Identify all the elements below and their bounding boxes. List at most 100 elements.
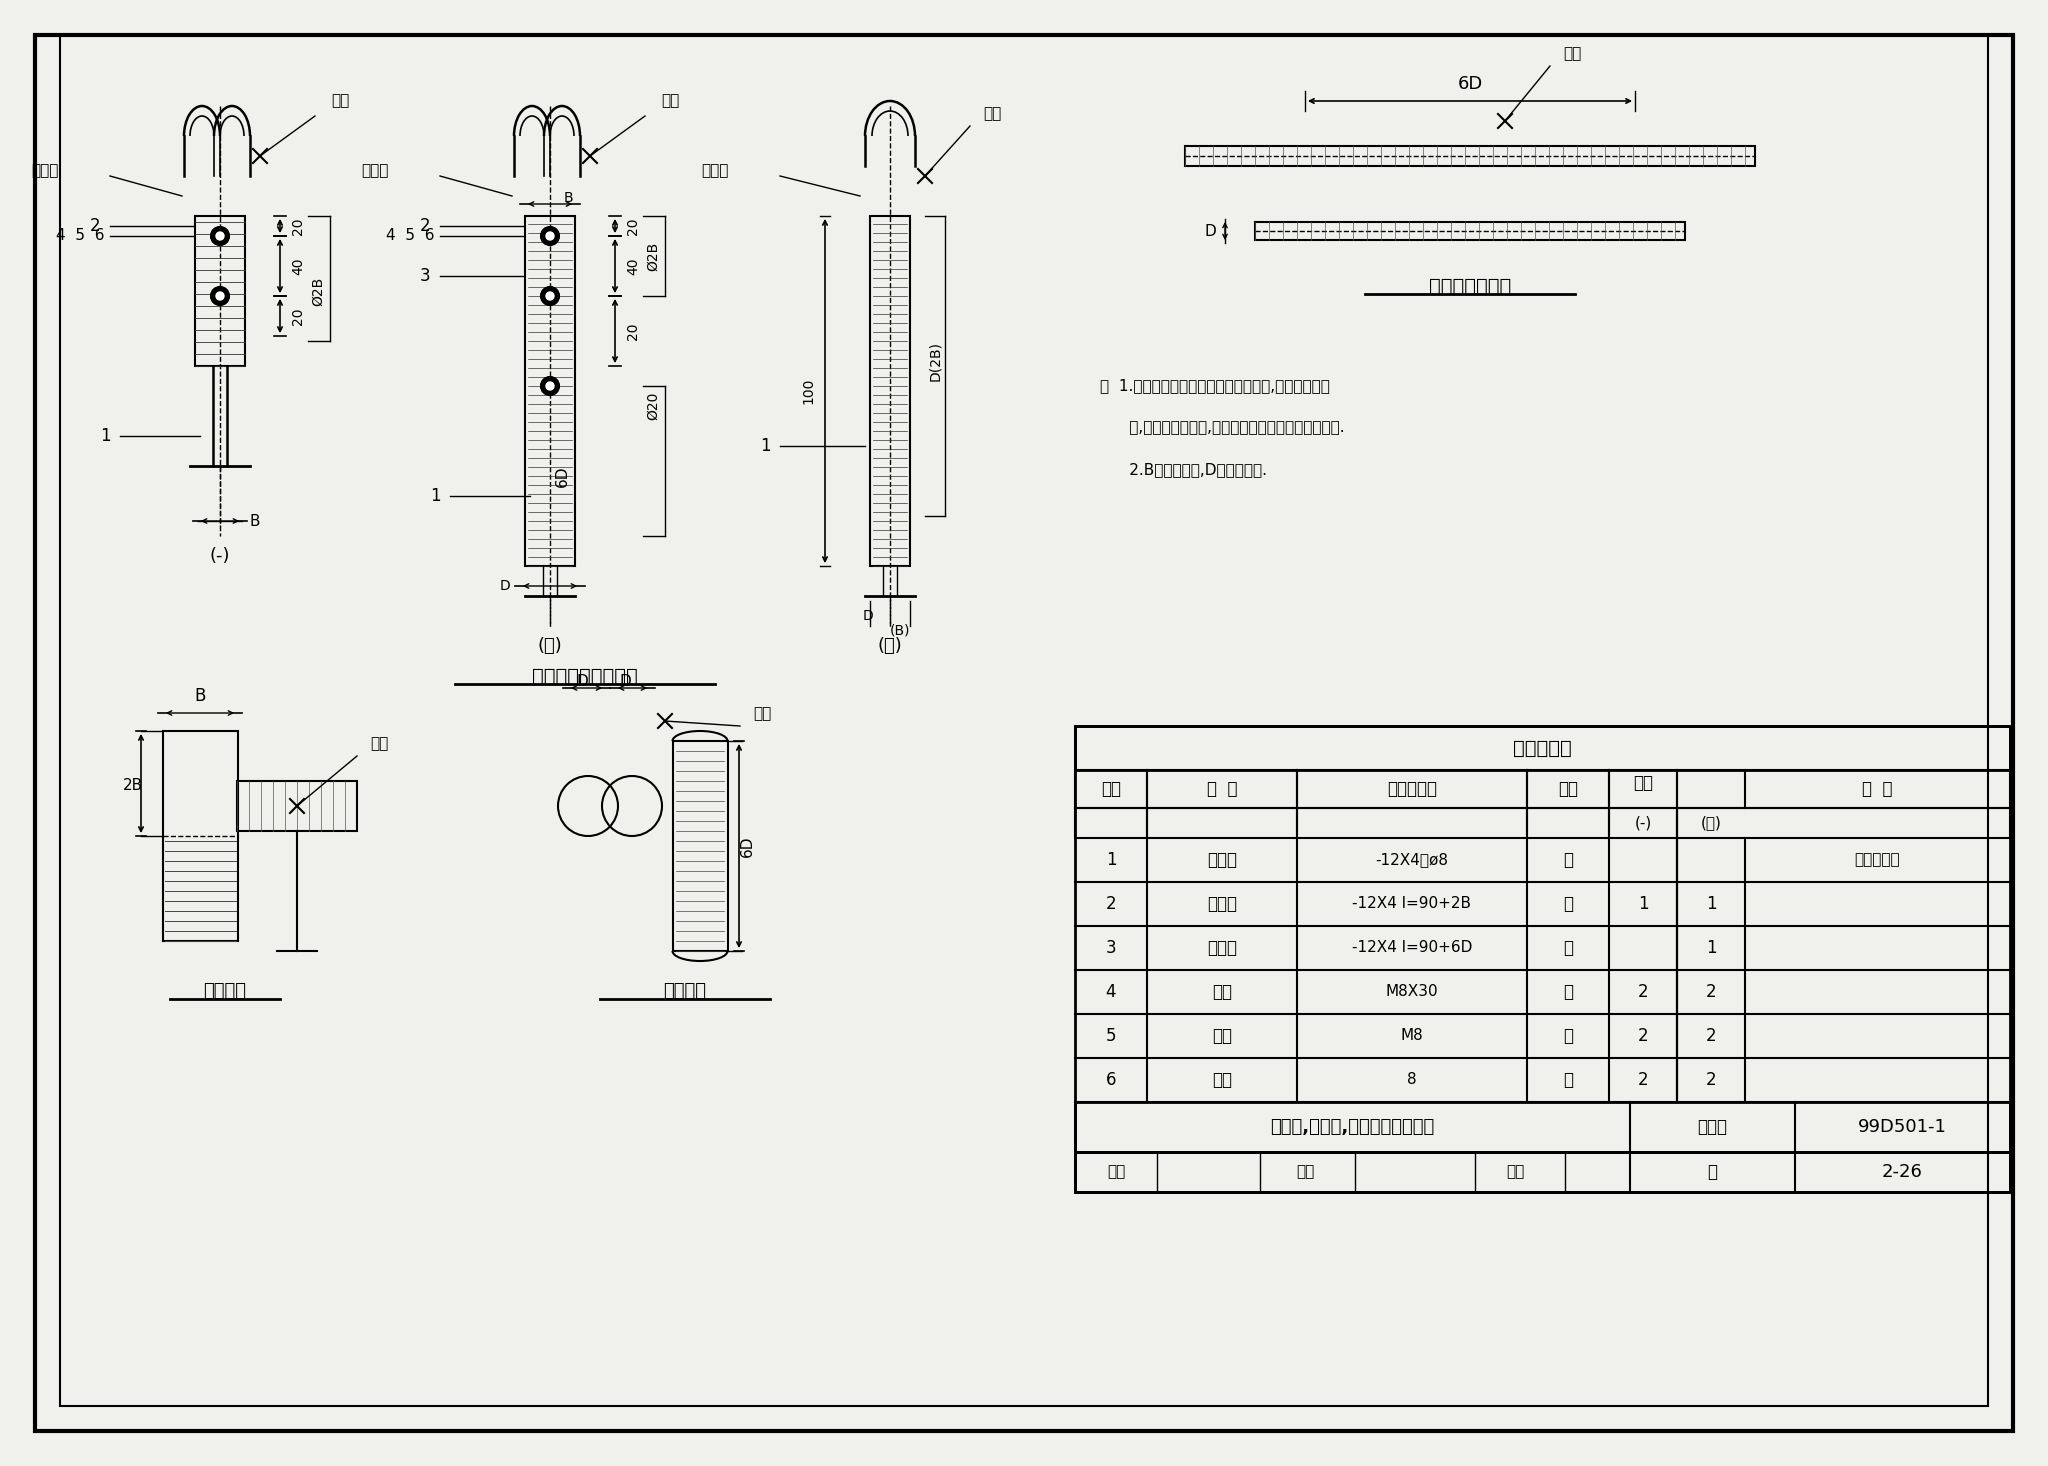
Text: 型号及规格: 型号及规格: [1386, 780, 1438, 798]
Text: 由工程选定: 由工程选定: [1855, 853, 1901, 868]
Text: 20: 20: [291, 217, 305, 235]
Text: Ø20: Ø20: [645, 391, 659, 421]
Text: 1: 1: [430, 487, 440, 504]
Text: 避雷针: 避雷针: [360, 164, 389, 179]
Text: 4  5  6: 4 5 6: [385, 229, 434, 243]
Text: 100: 100: [801, 378, 815, 405]
Text: 6: 6: [1106, 1072, 1116, 1089]
Text: 个: 个: [1563, 1028, 1573, 1045]
Text: 圆钢搭接: 圆钢搭接: [664, 982, 707, 1000]
Text: 1: 1: [1706, 896, 1716, 913]
Text: 20: 20: [627, 217, 639, 235]
Text: 设备材料表: 设备材料表: [1513, 739, 1573, 758]
Text: 焊接: 焊接: [754, 707, 772, 721]
Circle shape: [215, 232, 223, 240]
Text: 2: 2: [90, 217, 100, 235]
Text: M8: M8: [1401, 1029, 1423, 1044]
Text: 3: 3: [420, 267, 430, 284]
Text: 3: 3: [1106, 940, 1116, 957]
Text: 2.B为扁钢宽度,D为圆钢直径.: 2.B为扁钢宽度,D为圆钢直径.: [1100, 462, 1268, 478]
Text: 6D: 6D: [739, 836, 754, 856]
Text: 焊接: 焊接: [332, 94, 348, 108]
Text: -12X4 l=90+6D: -12X4 l=90+6D: [1352, 941, 1473, 956]
Circle shape: [547, 232, 555, 240]
Text: Ø2B: Ø2B: [311, 277, 326, 305]
Text: 5: 5: [1106, 1028, 1116, 1045]
Text: 2-26: 2-26: [1882, 1163, 1923, 1182]
Text: 图集号: 图集号: [1698, 1119, 1729, 1136]
Bar: [674, 740, 727, 951]
Text: 20: 20: [291, 308, 305, 325]
Text: Ø2B: Ø2B: [645, 242, 659, 271]
Text: 避雷针: 避雷针: [700, 164, 729, 179]
Text: 避雷针,避雷带,引下线连接安装图: 避雷针,避雷带,引下线连接安装图: [1270, 1119, 1434, 1136]
Circle shape: [541, 287, 559, 305]
Text: 4  5  6: 4 5 6: [55, 229, 104, 243]
Text: 扁钢搭接: 扁钢搭接: [203, 982, 246, 1000]
Text: 避雷针与引下线连接: 避雷针与引下线连接: [532, 667, 637, 686]
Text: (二): (二): [1700, 815, 1722, 831]
Text: 20: 20: [627, 323, 639, 340]
Bar: [238, 781, 356, 831]
Bar: [164, 732, 238, 941]
Text: 1: 1: [1706, 940, 1716, 957]
Text: 8: 8: [1407, 1073, 1417, 1088]
Text: -12X4 l=90+2B: -12X4 l=90+2B: [1352, 897, 1473, 912]
Text: 审核: 审核: [1106, 1164, 1124, 1180]
Text: 引下线: 引下线: [1206, 850, 1237, 869]
Bar: [195, 216, 246, 366]
Bar: [1075, 1152, 2009, 1192]
Text: 名  称: 名 称: [1206, 780, 1237, 798]
Text: -12X4或ø8: -12X4或ø8: [1376, 853, 1448, 868]
Text: 焊接: 焊接: [371, 736, 389, 752]
Text: D: D: [500, 579, 510, 594]
Text: 块: 块: [1563, 896, 1573, 913]
Bar: [524, 216, 575, 566]
Text: M8X30: M8X30: [1386, 985, 1438, 1000]
Text: 1: 1: [100, 427, 111, 446]
Text: (-): (-): [1634, 815, 1651, 831]
Text: B: B: [250, 513, 260, 529]
Text: 连接板: 连接板: [1206, 896, 1237, 913]
Text: 2: 2: [1638, 1072, 1649, 1089]
Text: 40: 40: [627, 257, 639, 274]
Text: (B): (B): [889, 625, 909, 638]
Text: D: D: [862, 608, 872, 623]
Text: 垒圈: 垒圈: [1212, 1072, 1233, 1089]
Text: 个: 个: [1563, 1072, 1573, 1089]
Text: 螺母: 螺母: [1212, 1028, 1233, 1045]
Text: 2: 2: [420, 217, 430, 235]
Text: 页: 页: [1708, 1163, 1718, 1182]
Circle shape: [211, 287, 229, 305]
Text: 焊接: 焊接: [662, 94, 680, 108]
Text: 2: 2: [1706, 1072, 1716, 1089]
Text: 4: 4: [1106, 984, 1116, 1001]
Text: 2: 2: [1638, 1028, 1649, 1045]
Text: 避雷针: 避雷针: [31, 164, 59, 179]
Circle shape: [211, 227, 229, 245]
Text: 编号: 编号: [1102, 780, 1120, 798]
Circle shape: [215, 292, 223, 301]
Text: 6D: 6D: [555, 465, 569, 487]
Text: (三): (三): [879, 638, 903, 655]
Text: 注  1.避雷针与引下线的连接应采用焊接,当焊接有困难: 注 1.避雷针与引下线的连接应采用焊接,当焊接有困难: [1100, 378, 1329, 393]
Text: 备  注: 备 注: [1862, 780, 1892, 798]
Text: 1: 1: [1638, 896, 1649, 913]
Text: 连接板: 连接板: [1206, 940, 1237, 957]
Text: 2: 2: [1638, 984, 1649, 1001]
Text: 设计: 设计: [1505, 1164, 1524, 1180]
Text: 2B: 2B: [123, 778, 143, 793]
Text: (-): (-): [209, 547, 229, 564]
Bar: [1075, 770, 2009, 808]
Bar: [1186, 147, 1755, 166]
Text: 1: 1: [760, 437, 770, 454]
Bar: [1075, 726, 2009, 770]
Text: 米: 米: [1563, 850, 1573, 869]
Bar: [1075, 1102, 2009, 1152]
Bar: [1255, 221, 1686, 240]
Text: D: D: [1204, 223, 1217, 239]
Text: 99D501-1: 99D501-1: [1858, 1119, 1946, 1136]
Bar: [870, 216, 909, 566]
Text: D: D: [618, 673, 631, 689]
Text: 焊接: 焊接: [983, 107, 1001, 122]
